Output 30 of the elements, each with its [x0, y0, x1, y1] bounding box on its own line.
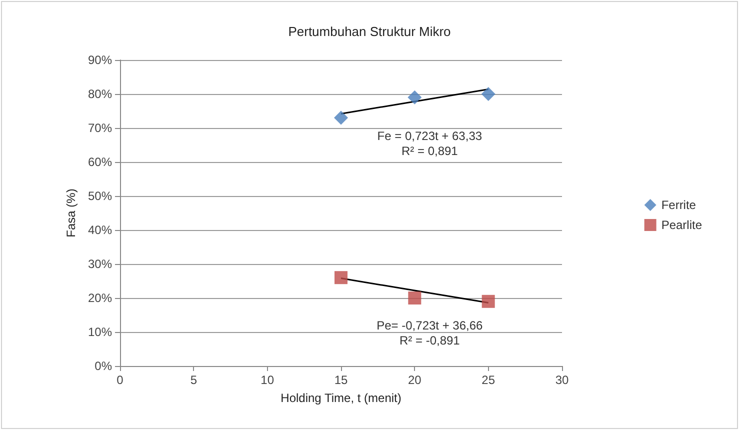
y-tick-label: 10% — [88, 325, 112, 339]
y-tick-label: 50% — [88, 189, 112, 203]
x-tick-label: 25 — [482, 373, 496, 387]
point — [408, 90, 422, 104]
x-tick-label: 0 — [116, 373, 124, 387]
y-axis-title: Fasa (%) — [64, 188, 78, 238]
legend-label: Ferrite — [661, 198, 696, 212]
chart-title: Pertumbuhan Struktur Mikro — [288, 24, 451, 39]
x-tick-label: 10 — [260, 373, 274, 387]
y-tick-label: 30% — [88, 257, 112, 271]
y-tick-label: 80% — [88, 87, 112, 101]
y-tick-label: 90% — [88, 53, 112, 67]
point — [481, 87, 496, 101]
y-tick-label: 0% — [94, 359, 112, 373]
y-tick-label: 40% — [88, 223, 112, 237]
point — [334, 110, 348, 125]
annotation: Pe= -0,723t + 36,66 R² = -0,891 — [376, 318, 484, 348]
y-tick-label: 70% — [88, 121, 112, 135]
point — [408, 292, 422, 304]
point — [482, 294, 495, 308]
x-tick-label: 15 — [334, 373, 348, 387]
y-tick-label: 20% — [88, 291, 112, 305]
legend-label: Pearlite — [661, 218, 702, 232]
x-tick-label: 20 — [408, 373, 422, 387]
point — [334, 271, 348, 284]
y-tick-label: 60% — [88, 155, 112, 169]
x-tick-label: 30 — [555, 373, 569, 387]
x-tick-label: 5 — [190, 373, 198, 387]
annotation: Fe = 0,723t + 63,33 R² = 0,891 — [377, 129, 482, 158]
x-axis-title: Holding Time, t (menit) — [280, 391, 402, 405]
